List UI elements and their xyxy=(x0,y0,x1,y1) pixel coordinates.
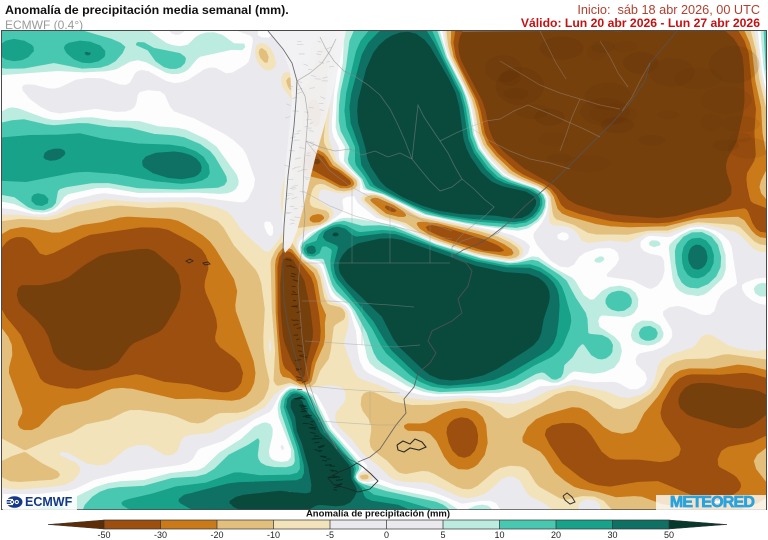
svg-text:5: 5 xyxy=(440,530,445,540)
svg-text:50: 50 xyxy=(664,530,674,540)
svg-text:-20: -20 xyxy=(210,530,223,540)
svg-text:-10: -10 xyxy=(267,530,280,540)
svg-text:30: 30 xyxy=(607,530,617,540)
svg-text:-5: -5 xyxy=(326,530,334,540)
svg-text:0: 0 xyxy=(384,530,389,540)
svg-text:20: 20 xyxy=(551,530,561,540)
svg-text:-30: -30 xyxy=(154,530,167,540)
svg-text:-50: -50 xyxy=(97,530,110,540)
svg-text:10: 10 xyxy=(494,530,504,540)
svg-text:Anomalía de precipitación (mm): Anomalía de precipitación (mm) xyxy=(306,509,450,520)
